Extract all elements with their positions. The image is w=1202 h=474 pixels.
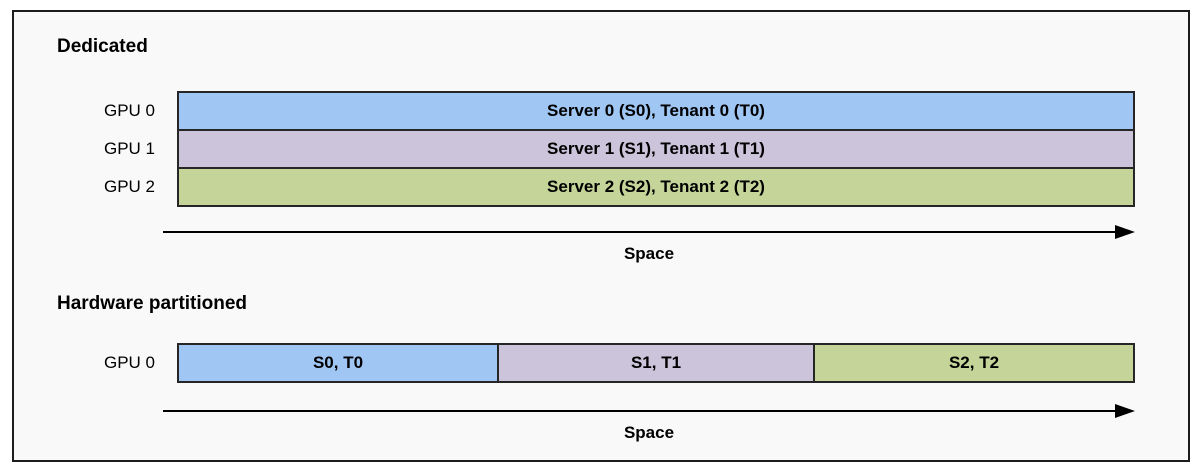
segment-label-s1t1: S1, T1 — [630, 353, 682, 372]
figure-border-frame — [12, 10, 1190, 462]
bar-label-dedicated-gpu0: Server 0 (S0), Tenant 0 (T0) — [547, 101, 765, 120]
segment-label-s0t0: S0, T0 — [312, 353, 364, 372]
segment-label-s2t2: S2, T2 — [948, 353, 1000, 372]
gpu-label-partitioned-0: GPU 0 — [103, 353, 155, 372]
segment-partitioned-s2t2: S2, T2 — [813, 343, 1135, 383]
bar-label-dedicated-gpu2: Server 2 (S2), Tenant 2 (T2) — [547, 177, 765, 196]
bar-label-dedicated-gpu1: Server 1 (S1), Tenant 1 (T1) — [547, 139, 765, 158]
bar-dedicated-gpu2: Server 2 (S2), Tenant 2 (T2) — [177, 167, 1135, 207]
bar-dedicated-gpu1: Server 1 (S1), Tenant 1 (T1) — [177, 129, 1135, 169]
gpu-label-dedicated-2: GPU 2 — [103, 177, 155, 196]
section-title-hardware-partitioned: Hardware partitioned — [57, 293, 248, 314]
space-axis-partitioned: Space — [163, 404, 1135, 448]
bar-dedicated-gpu0: Server 0 (S0), Tenant 0 (T0) — [177, 91, 1135, 131]
segment-partitioned-s1t1: S1, T1 — [497, 343, 815, 383]
gpu-label-dedicated-0: GPU 0 — [103, 101, 155, 120]
axis-line — [163, 410, 1117, 412]
segment-partitioned-s0t0: S0, T0 — [177, 343, 499, 383]
gpu-label-dedicated-1: GPU 1 — [103, 139, 155, 158]
section-title-dedicated: Dedicated — [57, 36, 148, 57]
axis-label-space-partitioned: Space — [623, 423, 675, 442]
arrowhead-right-icon — [1115, 404, 1135, 418]
space-axis-dedicated: Space — [163, 225, 1135, 269]
arrowhead-right-icon — [1115, 225, 1135, 239]
axis-line — [163, 231, 1117, 233]
axis-label-space-dedicated: Space — [623, 244, 675, 263]
